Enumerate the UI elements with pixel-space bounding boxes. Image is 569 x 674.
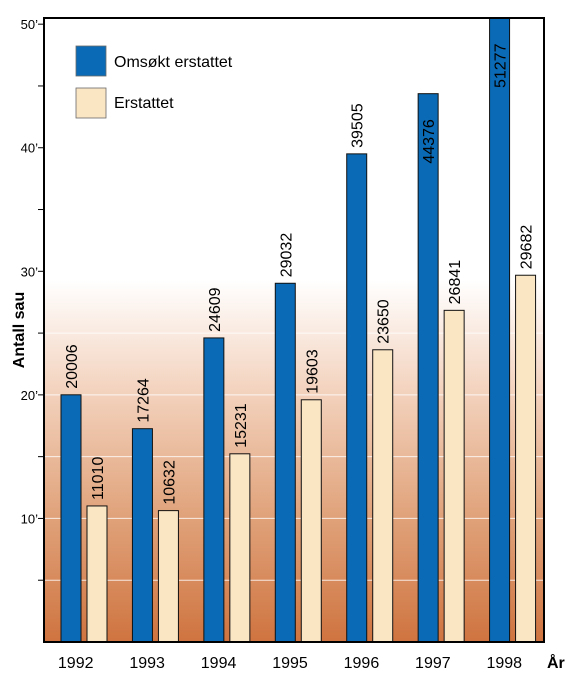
- bar-erstattet: [229, 453, 251, 643]
- data-label: 29682: [519, 225, 536, 270]
- y-tick-label: 10’: [21, 511, 38, 526]
- legend: Omsøkt erstattet Erstattet: [75, 45, 233, 119]
- data-label: 26841: [447, 260, 464, 305]
- bar-omsokt: [489, 17, 511, 643]
- data-label: 10632: [161, 460, 178, 505]
- y-tick-label: 20’: [21, 388, 38, 403]
- data-label: 29032: [278, 233, 295, 278]
- bar-omsokt: [346, 153, 368, 643]
- legend-swatch-omsokt: [75, 45, 107, 77]
- data-label: 20006: [64, 344, 81, 389]
- bar-erstattet: [300, 399, 322, 643]
- bar-omsokt: [417, 93, 439, 643]
- bar-erstattet: [515, 274, 537, 643]
- data-label: 39505: [350, 103, 367, 148]
- data-label: 15231: [233, 403, 250, 448]
- data-label: 51277: [493, 43, 510, 88]
- data-label: 17264: [135, 378, 152, 423]
- x-axis: 1992 1993 1994 1995 1996 1997 1998: [58, 655, 522, 672]
- bar-omsokt: [274, 282, 296, 643]
- bar-erstattet: [443, 309, 465, 643]
- x-tick-label: 1994: [201, 655, 237, 672]
- bar-erstattet: [157, 510, 179, 643]
- bar-omsokt: [131, 428, 153, 643]
- x-tick-label: 1998: [486, 655, 522, 672]
- plot-frame: [43, 17, 545, 643]
- y-axis-title: Antall sau: [11, 292, 28, 368]
- x-tick-label: 1997: [415, 655, 451, 672]
- bar-omsokt: [203, 337, 225, 643]
- legend-swatch-erstattet: [75, 87, 107, 119]
- y-tick-label: 50’: [21, 17, 38, 32]
- x-tick-label: 1996: [344, 655, 380, 672]
- data-label: 19603: [304, 349, 321, 394]
- bar-erstattet: [372, 349, 394, 643]
- data-label: 11010: [90, 457, 107, 500]
- x-tick-label: 1993: [129, 655, 165, 672]
- data-label: 44376: [421, 119, 438, 164]
- data-label: 23650: [376, 299, 393, 344]
- legend-label-omsokt: Omsøkt erstattet: [114, 54, 233, 71]
- data-label: 24609: [207, 287, 224, 332]
- legend-label-erstattet: Erstattet: [114, 95, 174, 112]
- x-axis-title: År: [547, 653, 565, 672]
- x-tick-label: 1995: [272, 655, 308, 672]
- bar-omsokt: [60, 394, 82, 643]
- x-tick-label: 1992: [58, 655, 94, 672]
- y-axis: 10’ 20’ 30’ 40’ 50’: [21, 17, 44, 581]
- y-tick-label: 40’: [21, 141, 38, 156]
- bar-erstattet: [86, 505, 108, 643]
- y-tick-label: 30’: [21, 264, 38, 279]
- bars: 20006 11010 17264 10632 24609 15231 29032 19603…: [60, 17, 537, 643]
